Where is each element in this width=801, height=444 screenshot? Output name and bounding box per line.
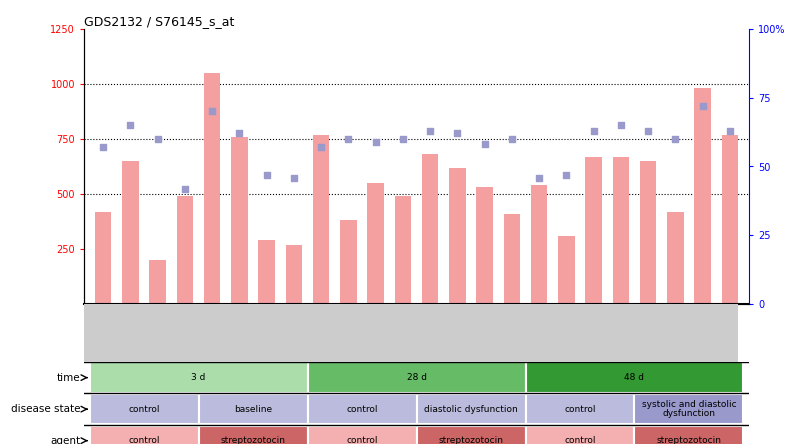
Point (151, 135, 164, 143)
Bar (286, 245, 302, 304)
Bar (525, 425, 634, 444)
Point (642, 127, 654, 134)
Bar (177, 196, 193, 304)
Text: control: control (346, 436, 378, 444)
Bar (634, 425, 743, 444)
Point (206, 108, 219, 115)
Point (315, 144, 328, 151)
Text: 48 d: 48 d (625, 373, 645, 382)
Point (587, 127, 600, 134)
Point (451, 130, 464, 137)
Point (478, 141, 491, 148)
Point (669, 135, 682, 143)
Bar (422, 155, 438, 304)
Bar (694, 88, 710, 304)
Text: control: control (346, 404, 378, 414)
Bar (313, 135, 329, 304)
Text: 3 d: 3 d (191, 373, 206, 382)
Text: time: time (57, 373, 80, 383)
Text: 28 d: 28 d (407, 373, 426, 382)
Text: disease state: disease state (10, 404, 80, 414)
Bar (95, 212, 111, 304)
Point (614, 122, 627, 129)
Point (560, 171, 573, 178)
Text: control: control (128, 404, 159, 414)
Bar (525, 362, 743, 393)
Point (233, 130, 246, 137)
Point (342, 135, 355, 143)
Point (97, 144, 110, 151)
Bar (368, 183, 384, 304)
Point (533, 174, 545, 181)
Bar (531, 185, 547, 304)
Bar (90, 362, 308, 393)
Bar (90, 394, 199, 424)
Point (124, 122, 137, 129)
Bar (667, 212, 683, 304)
Bar (395, 196, 411, 304)
Text: control: control (128, 436, 159, 444)
Bar (308, 362, 525, 393)
Bar (199, 425, 308, 444)
Bar (504, 214, 520, 304)
Text: streptozotocin: streptozotocin (220, 436, 285, 444)
Text: streptozotocin: streptozotocin (657, 436, 722, 444)
Text: control: control (564, 436, 596, 444)
Bar (558, 236, 574, 304)
Bar (123, 161, 139, 304)
Text: baseline: baseline (234, 404, 272, 414)
Point (396, 135, 409, 143)
Bar (90, 425, 199, 444)
Text: GDS2132 / S76145_s_at: GDS2132 / S76145_s_at (84, 15, 235, 28)
Text: systolic and diastolic
dysfunction: systolic and diastolic dysfunction (642, 400, 736, 419)
Bar (634, 394, 743, 424)
Bar (308, 425, 417, 444)
Text: agent: agent (50, 436, 80, 444)
Bar (340, 221, 356, 304)
Bar (525, 394, 634, 424)
Point (179, 185, 191, 192)
Bar (586, 157, 602, 304)
Point (288, 174, 300, 181)
Bar (308, 394, 417, 424)
Bar (449, 167, 465, 304)
Text: streptozotocin: streptozotocin (438, 436, 504, 444)
Bar (417, 425, 525, 444)
Bar (259, 240, 275, 304)
Bar (204, 73, 220, 304)
Point (260, 171, 273, 178)
Bar (640, 161, 656, 304)
Point (723, 127, 736, 134)
Text: control: control (564, 404, 596, 414)
Point (369, 138, 382, 145)
Bar (150, 260, 166, 304)
Bar (722, 135, 738, 304)
Point (424, 127, 437, 134)
Point (505, 135, 518, 143)
Bar (613, 157, 629, 304)
Bar (477, 187, 493, 304)
Bar (417, 394, 525, 424)
Point (696, 103, 709, 110)
Text: diastolic dysfunction: diastolic dysfunction (425, 404, 518, 414)
Bar (231, 137, 248, 304)
Bar (199, 394, 308, 424)
